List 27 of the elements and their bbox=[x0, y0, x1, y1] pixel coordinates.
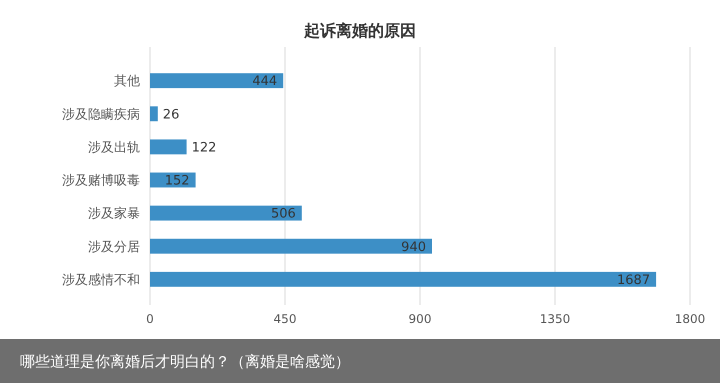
data-label: 506 bbox=[270, 206, 296, 222]
x-tick-label: 450 bbox=[274, 312, 296, 326]
x-tick-label: 0 bbox=[146, 312, 154, 326]
data-label: 940 bbox=[401, 240, 426, 255]
y-tick-label: 涉及赌博吸毒 bbox=[62, 174, 140, 189]
data-label: 26 bbox=[162, 107, 180, 122]
y-tick-label: 涉及隐瞒疾病 bbox=[62, 107, 140, 122]
x-tick-label: 1800 bbox=[674, 312, 706, 326]
y-tick-label: 其他 bbox=[114, 74, 140, 90]
bar bbox=[150, 139, 187, 154]
bar bbox=[150, 73, 284, 88]
data-label: 122 bbox=[192, 140, 216, 156]
x-tick-label: 900 bbox=[408, 312, 432, 326]
bar bbox=[150, 272, 656, 287]
bar bbox=[150, 238, 432, 254]
chart-title: 起诉离婚的原因 bbox=[303, 21, 416, 40]
y-tick-label: 涉及感情不和 bbox=[62, 272, 140, 288]
text: 哪些道理是你离婚后才明白的？（离婚是啥感觉） bbox=[20, 352, 350, 370]
data-label: 1687 bbox=[617, 272, 650, 288]
bar bbox=[150, 206, 302, 221]
data-label: 444 bbox=[252, 74, 278, 90]
y-tick-label: 涉及家暴 bbox=[88, 206, 140, 222]
y-tick-label: 涉及分居 bbox=[88, 240, 140, 255]
data-label: 152 bbox=[164, 174, 190, 189]
x-tick-label: 1350 bbox=[540, 312, 570, 326]
y-tick-label: 涉及出轨 bbox=[88, 140, 140, 156]
bar bbox=[150, 106, 158, 122]
